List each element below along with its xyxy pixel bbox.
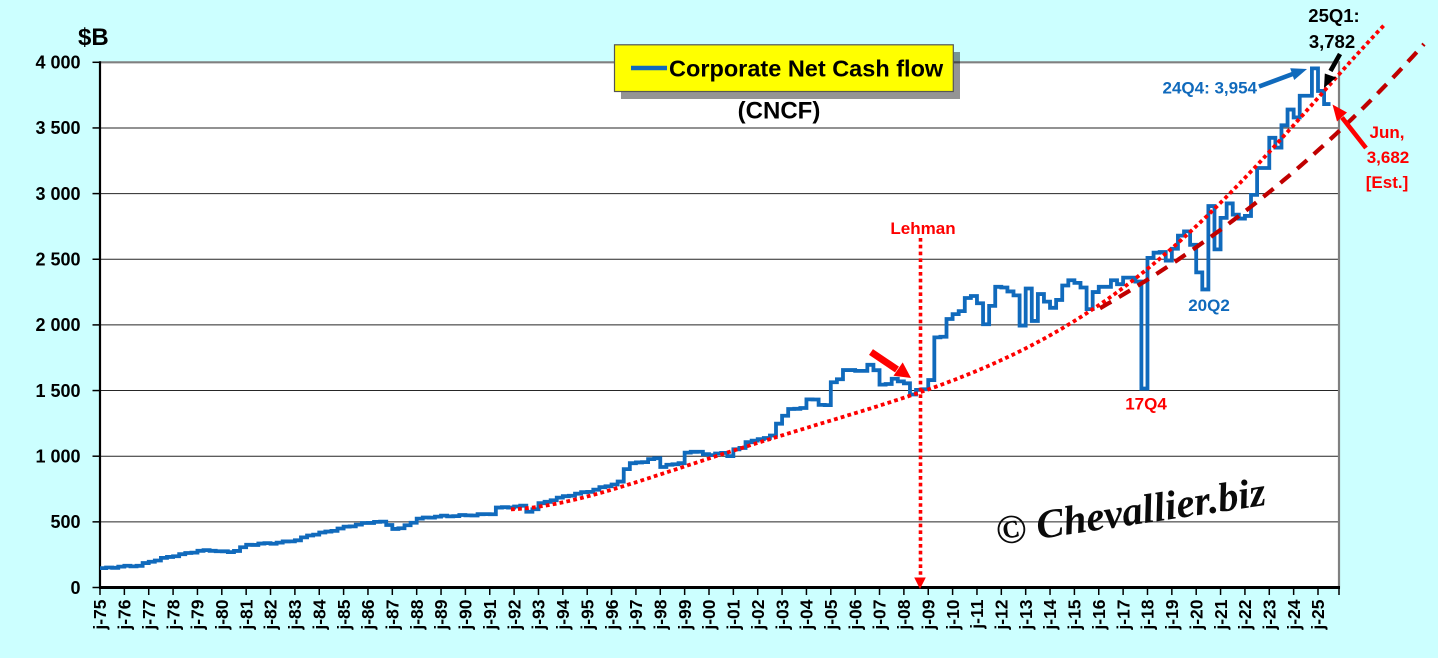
svg-text:Lehman: Lehman — [890, 219, 955, 238]
svg-text:j-13: j-13 — [1016, 599, 1036, 630]
svg-text:Jun,: Jun, — [1370, 123, 1405, 142]
svg-text:20Q2: 20Q2 — [1188, 296, 1230, 315]
svg-text:j-11: j-11 — [967, 599, 987, 629]
svg-text:2 000: 2 000 — [35, 315, 80, 335]
svg-text:j-79: j-79 — [188, 599, 208, 630]
svg-text:j-14: j-14 — [1040, 599, 1060, 630]
svg-text:0: 0 — [70, 578, 80, 598]
svg-text:2 500: 2 500 — [35, 250, 80, 270]
svg-text:j-95: j-95 — [577, 599, 597, 630]
svg-text:j-94: j-94 — [553, 599, 573, 630]
svg-text:j-85: j-85 — [334, 599, 354, 630]
svg-text:j-91: j-91 — [480, 599, 500, 630]
svg-text:j-03: j-03 — [772, 599, 792, 630]
svg-text:j-92: j-92 — [504, 599, 524, 630]
svg-text:j-75: j-75 — [90, 599, 110, 630]
svg-text:j-93: j-93 — [529, 599, 549, 630]
svg-text:j-21: j-21 — [1211, 599, 1231, 630]
svg-text:j-86: j-86 — [358, 599, 378, 630]
svg-text:j-10: j-10 — [943, 599, 963, 630]
svg-text:j-99: j-99 — [675, 599, 695, 630]
svg-text:j-88: j-88 — [407, 599, 427, 630]
svg-text:j-25: j-25 — [1308, 599, 1328, 630]
svg-text:3 500: 3 500 — [35, 118, 80, 138]
svg-text:3,782: 3,782 — [1309, 31, 1355, 52]
svg-text:$B: $B — [78, 24, 109, 51]
svg-text:j-19: j-19 — [1162, 599, 1182, 630]
svg-text:j-06: j-06 — [845, 599, 865, 630]
svg-text:j-83: j-83 — [285, 599, 305, 630]
svg-text:j-77: j-77 — [139, 600, 159, 631]
svg-text:(CNCF): (CNCF) — [738, 98, 821, 125]
svg-text:j-82: j-82 — [261, 599, 281, 630]
svg-text:j-07: j-07 — [870, 600, 890, 631]
svg-text:j-90: j-90 — [456, 599, 476, 630]
svg-text:j-01: j-01 — [724, 599, 744, 630]
svg-text:j-84: j-84 — [309, 599, 329, 630]
svg-text:j-98: j-98 — [650, 599, 670, 630]
svg-text:j-78: j-78 — [163, 599, 183, 630]
svg-text:j-12: j-12 — [992, 599, 1012, 630]
svg-text:24Q4: 3,954: 24Q4: 3,954 — [1162, 79, 1257, 98]
svg-text:j-04: j-04 — [797, 599, 817, 630]
svg-text:500: 500 — [50, 512, 80, 532]
svg-text:j-00: j-00 — [699, 599, 719, 630]
svg-text:j-09: j-09 — [918, 599, 938, 630]
svg-text:j-20: j-20 — [1186, 599, 1206, 630]
svg-text:j-24: j-24 — [1284, 599, 1304, 630]
svg-text:j-80: j-80 — [212, 599, 232, 630]
svg-text:3,682: 3,682 — [1367, 148, 1410, 167]
svg-text:[Est.]: [Est.] — [1366, 173, 1409, 192]
svg-text:j-89: j-89 — [431, 599, 451, 630]
svg-text:j-05: j-05 — [821, 599, 841, 630]
svg-text:j-16: j-16 — [1089, 599, 1109, 630]
svg-text:4 000: 4 000 — [35, 53, 80, 73]
svg-text:j-76: j-76 — [115, 599, 135, 630]
svg-text:j-22: j-22 — [1235, 599, 1255, 630]
svg-text:j-96: j-96 — [602, 599, 622, 630]
svg-text:17Q4: 17Q4 — [1125, 395, 1167, 414]
svg-text:25Q1:: 25Q1: — [1308, 5, 1359, 26]
svg-text:3 000: 3 000 — [35, 184, 80, 204]
svg-text:j-97: j-97 — [626, 600, 646, 631]
svg-text:j-15: j-15 — [1065, 599, 1085, 630]
svg-text:1 500: 1 500 — [35, 381, 80, 401]
svg-text:1 000: 1 000 — [35, 447, 80, 467]
svg-text:Corporate Net Cash flow: Corporate Net Cash flow — [669, 56, 944, 82]
svg-text:j-08: j-08 — [894, 599, 914, 630]
svg-text:j-81: j-81 — [236, 599, 256, 630]
svg-text:j-18: j-18 — [1138, 599, 1158, 630]
svg-text:j-02: j-02 — [748, 599, 768, 630]
svg-text:j-17: j-17 — [1113, 600, 1133, 631]
svg-text:j-87: j-87 — [383, 600, 403, 631]
svg-text:j-23: j-23 — [1259, 599, 1279, 630]
